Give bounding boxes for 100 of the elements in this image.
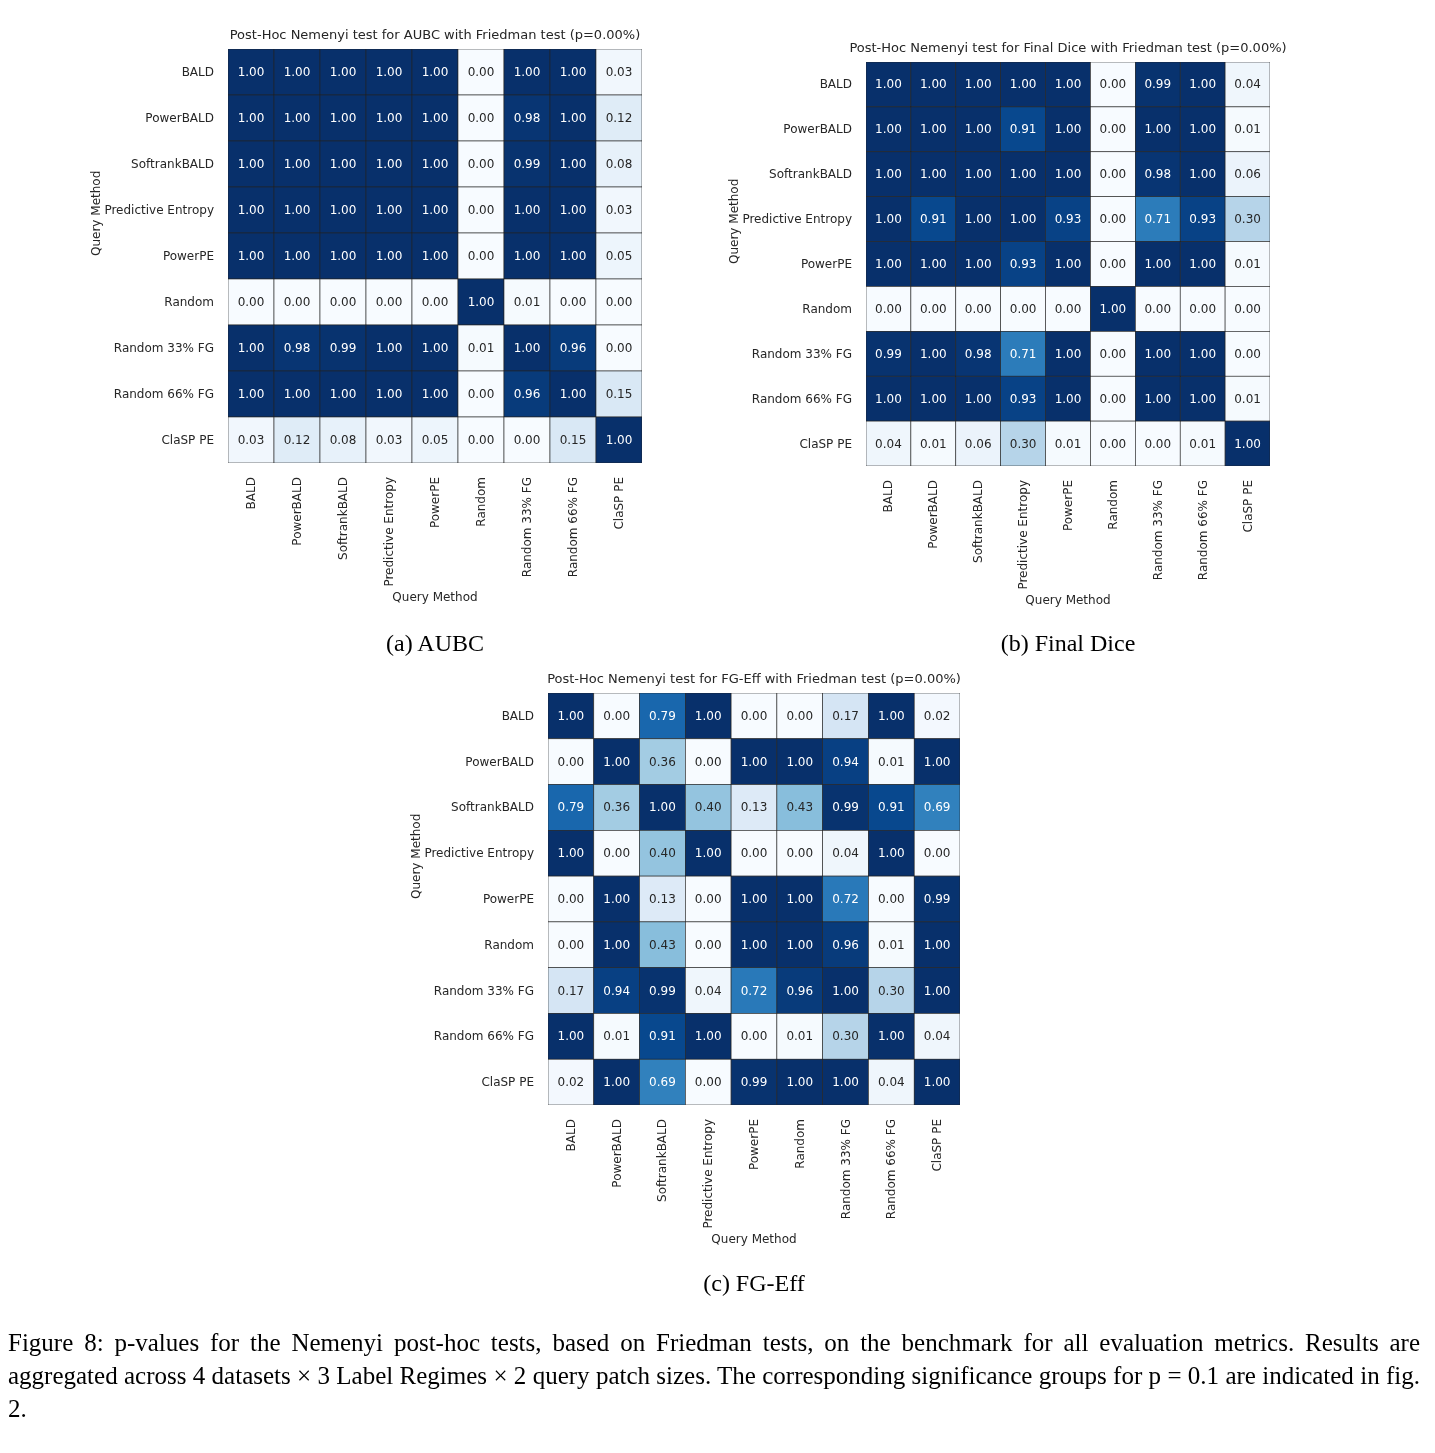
data-label: 1.00: [603, 892, 631, 906]
y-tick-label: PowerPE: [482, 892, 534, 906]
data-label: 1.00: [964, 391, 992, 406]
data-label: 0.01: [1234, 122, 1261, 137]
data-label: 1.00: [875, 122, 902, 137]
data-label: 0.00: [1099, 77, 1127, 92]
data-label: 1.00: [421, 249, 449, 263]
data-label: 0.00: [1234, 301, 1261, 316]
data-label: 1.00: [740, 892, 768, 906]
data-label: 1.00: [237, 203, 265, 217]
data-label: 1.00: [1189, 391, 1217, 406]
data-label: 1.00: [421, 341, 449, 355]
data-label: 1.00: [1009, 77, 1037, 92]
data-label: 1.00: [1144, 122, 1172, 137]
data-label: 0.99: [649, 983, 676, 998]
data-label: 0.04: [875, 436, 902, 451]
data-label: 0.00: [1099, 346, 1127, 361]
x-tick-label: Random 33% FG: [1150, 480, 1165, 581]
data-label: 0.05: [605, 249, 633, 263]
chart-title: Post-Hoc Nemenyi test for Final Dice with Friedman test (p=0.00%): [848, 40, 1288, 55]
data-label: 1.00: [1099, 301, 1127, 316]
data-label: 1.00: [329, 203, 357, 217]
x-tick-label: Random 66% FG: [1195, 480, 1210, 581]
x-tick-label: BALD: [881, 480, 896, 513]
data-label: 1.00: [1189, 167, 1217, 182]
data-label: 0.08: [329, 433, 357, 447]
data-label: 0.00: [694, 937, 722, 952]
text: (a) AUBC: [385, 630, 485, 657]
data-label: 1.00: [283, 203, 311, 217]
y-tick-label: Random 66% FG: [113, 387, 214, 401]
data-label: 1.00: [919, 257, 947, 271]
data-label: 0.96: [786, 983, 814, 998]
data-label: 0.00: [923, 846, 951, 861]
y-axis-title: Query Method: [727, 178, 742, 264]
data-label: 0.79: [557, 800, 585, 815]
y-tick-label: Random: [164, 295, 214, 309]
data-label: 0.00: [467, 157, 495, 171]
data-label: 0.01: [877, 754, 905, 769]
y-tick-label: Random 66% FG: [751, 391, 852, 406]
y-tick-label: SoftrankBALD: [131, 157, 214, 171]
data-label: 0.05: [421, 433, 449, 447]
data-label: 0.72: [740, 983, 768, 998]
data-label: 0.93: [1054, 212, 1082, 227]
y-tick-label: SoftrankBALD: [769, 167, 852, 182]
data-label: 0.00: [605, 295, 633, 309]
data-label: 0.36: [649, 754, 676, 769]
y-tick-label: BALD: [819, 77, 852, 92]
data-label: 0.00: [1099, 391, 1127, 406]
data-label: 1.00: [375, 249, 403, 263]
data-label: 1.00: [329, 387, 357, 401]
data-label: 1.00: [375, 157, 403, 171]
data-label: 1.00: [1189, 346, 1217, 361]
data-label: 1.00: [513, 203, 541, 217]
data-label: 1.00: [877, 846, 905, 861]
data-label: 0.00: [740, 708, 768, 723]
data-label: 0.96: [559, 341, 587, 355]
data-label: 1.00: [329, 249, 357, 263]
x-axis-title: Query Method: [1025, 593, 1111, 607]
data-label: 0.03: [375, 433, 403, 447]
data-label: 1.00: [375, 341, 403, 355]
data-label: 0.71: [1144, 212, 1172, 227]
x-axis-title: Query Method: [711, 1232, 797, 1246]
data-label: 0.00: [421, 295, 449, 309]
data-label: 0.00: [1189, 301, 1217, 316]
data-label: 1.00: [964, 77, 992, 92]
data-label: 1.00: [1144, 346, 1172, 361]
data-label: 0.30: [1234, 212, 1261, 227]
x-tick-label: ClaSP PE: [930, 1119, 945, 1172]
x-tick-label: ClaSP PE: [612, 477, 626, 530]
data-label: 1.00: [694, 708, 722, 723]
x-tick-label: BALD: [244, 477, 258, 510]
data-label: 0.98: [964, 346, 992, 361]
x-tick-label: SoftrankBALD: [336, 477, 350, 560]
data-label: 0.99: [923, 892, 951, 906]
data-label: 1.00: [283, 65, 311, 79]
x-axis-title: Query Method: [392, 590, 478, 604]
data-label: 1.00: [375, 203, 403, 217]
data-label: 1.00: [1009, 212, 1037, 227]
data-label: 0.00: [1099, 257, 1127, 271]
y-tick-label: SoftrankBALD: [451, 800, 534, 815]
data-label: 1.00: [1189, 77, 1217, 92]
data-label: 1.00: [283, 387, 311, 401]
x-tick-label: SoftrankBALD: [971, 480, 986, 563]
data-label: 1.00: [237, 157, 265, 171]
data-label: 1.00: [875, 257, 902, 271]
data-label: 0.00: [1099, 167, 1127, 182]
data-label: 0.00: [467, 203, 495, 217]
data-label: 0.00: [1234, 346, 1261, 361]
data-label: 1.00: [329, 65, 357, 79]
data-label: 0.98: [1144, 167, 1172, 182]
data-label: 1.00: [832, 983, 859, 998]
data-label: 0.00: [1099, 212, 1127, 227]
data-label: 1.00: [1054, 122, 1082, 137]
data-label: 0.71: [1009, 346, 1037, 361]
data-label: 1.00: [919, 167, 947, 182]
data-label: 1.00: [513, 65, 541, 79]
y-tick-label: Random 33% FG: [751, 346, 852, 361]
chart-title: Post-Hoc Nemenyi test for AUBC with Friedman test (p=0.00%): [228, 27, 642, 42]
data-label: 1.00: [1144, 257, 1172, 271]
y-tick-label: BALD: [501, 708, 534, 723]
